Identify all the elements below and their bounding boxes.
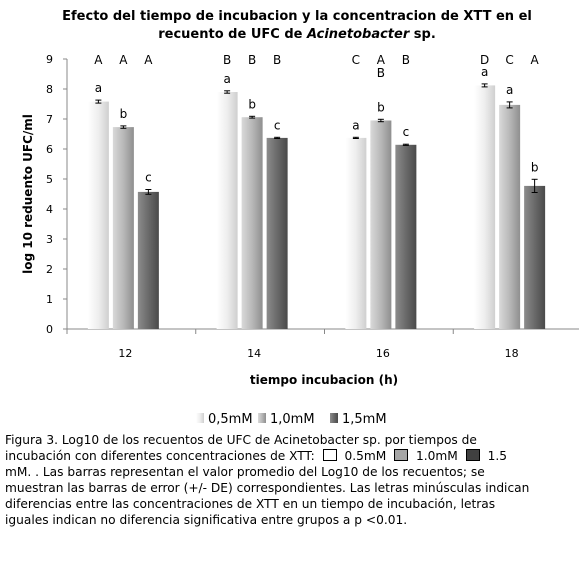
legend-swatch bbox=[330, 413, 338, 423]
lowercase-letter: a bbox=[352, 118, 359, 132]
lowercase-letter: c bbox=[403, 125, 410, 139]
bar bbox=[395, 144, 417, 329]
y-tick-label: 0 bbox=[46, 323, 53, 336]
x-tick-label: 14 bbox=[247, 347, 261, 360]
x-tick-label: 16 bbox=[376, 347, 390, 360]
caption-text: 1.5 bbox=[487, 449, 507, 463]
uppercase-letter: B bbox=[273, 53, 281, 67]
chart: Efecto del tiempo de incubacion y la con… bbox=[21, 9, 579, 427]
legend-swatch bbox=[258, 413, 266, 423]
bar bbox=[474, 85, 496, 330]
caption-line: diferencias entre las concentraciones de… bbox=[5, 497, 496, 511]
plot-area: 012345678912aAbAcA14aBbBcB16aCbABcB18aDa… bbox=[46, 53, 579, 360]
y-tick-label: 1 bbox=[46, 293, 53, 306]
lowercase-letter: c bbox=[145, 171, 152, 185]
x-axis-title: tiempo incubacion (h) bbox=[250, 373, 398, 387]
y-tick-label: 9 bbox=[46, 53, 53, 66]
y-axis-title: log 10 reduento UFC/ml bbox=[21, 114, 35, 274]
lowercase-letter: a bbox=[481, 65, 488, 79]
x-tick-label: 18 bbox=[505, 347, 519, 360]
chart-title-line-2: recuento de UFC de Acinetobacter sp. bbox=[158, 27, 436, 42]
bar bbox=[216, 92, 238, 329]
y-tick-label: 5 bbox=[46, 173, 53, 186]
bar bbox=[345, 137, 367, 329]
uppercase-letter: B bbox=[402, 53, 410, 67]
uppercase-letter: A bbox=[119, 53, 128, 67]
uppercase-letter: C bbox=[505, 53, 513, 67]
x-tick-label: 12 bbox=[118, 347, 132, 360]
lowercase-letter: a bbox=[95, 81, 102, 95]
caption-line: iguales indican no diferencia significat… bbox=[5, 513, 408, 527]
lowercase-letter: a bbox=[223, 72, 230, 86]
lowercase-letter: b bbox=[120, 107, 128, 121]
caption-text: 1.0mM bbox=[416, 449, 458, 463]
lowercase-letter: b bbox=[531, 160, 539, 174]
uppercase-letter: D bbox=[480, 53, 489, 67]
chart-title-line-1: Efecto del tiempo de incubacion y la con… bbox=[62, 9, 532, 24]
lowercase-letter: a bbox=[506, 83, 513, 97]
uppercase-letter: B bbox=[223, 53, 231, 67]
y-tick-label: 3 bbox=[46, 233, 53, 246]
title-text: recuento de UFC de bbox=[158, 27, 307, 42]
uppercase-letter: B bbox=[377, 66, 385, 80]
caption-line: muestran las barras de error (+/- DE) co… bbox=[5, 481, 530, 495]
bar bbox=[499, 104, 521, 330]
caption-text: 0.5mM bbox=[344, 449, 387, 463]
y-tick-label: 6 bbox=[46, 143, 53, 156]
legend-label: 0,5mM bbox=[208, 412, 253, 427]
uppercase-letter: B bbox=[248, 53, 256, 67]
lowercase-letter: b bbox=[248, 97, 256, 111]
legend-label: 1,5mM bbox=[342, 412, 387, 427]
bar bbox=[137, 191, 159, 329]
uppercase-letter: A bbox=[94, 53, 103, 67]
figure-caption: Figura 3. Log10 de los recuentos de UFC … bbox=[5, 432, 575, 528]
caption-swatch-light bbox=[322, 449, 337, 461]
uppercase-letter: A bbox=[144, 53, 153, 67]
title-italic-text: Acinetobacter bbox=[306, 27, 411, 42]
bar bbox=[87, 101, 109, 329]
uppercase-letter: C bbox=[352, 53, 360, 67]
lowercase-letter: b bbox=[377, 100, 385, 114]
caption-swatch-dark bbox=[465, 449, 480, 461]
uppercase-letter: A bbox=[377, 53, 386, 67]
caption-line: Figura 3. Log10 de los recuentos de UFC … bbox=[5, 433, 477, 447]
legend: 0,5mM 1,0mM 1,5mM bbox=[196, 412, 387, 427]
legend-swatch bbox=[196, 413, 204, 423]
y-tick-label: 2 bbox=[46, 263, 53, 276]
bar bbox=[370, 120, 392, 329]
legend-label: 1,0mM bbox=[270, 412, 315, 427]
y-tick-label: 7 bbox=[46, 113, 53, 126]
bar bbox=[241, 117, 263, 329]
bar bbox=[266, 137, 288, 329]
bar bbox=[112, 127, 134, 329]
bar bbox=[524, 185, 546, 329]
lowercase-letter: c bbox=[274, 118, 281, 132]
caption-swatch-medium bbox=[394, 449, 409, 461]
y-tick-label: 4 bbox=[46, 203, 53, 216]
caption-line: mM. . Las barras representan el valor pr… bbox=[5, 465, 485, 479]
title-text: sp. bbox=[409, 27, 436, 42]
caption-line: incubación con diferentes concentracione… bbox=[5, 448, 575, 464]
caption-text: incubación con diferentes concentracione… bbox=[5, 449, 315, 463]
uppercase-letter: A bbox=[531, 53, 540, 67]
y-tick-label: 8 bbox=[46, 83, 53, 96]
